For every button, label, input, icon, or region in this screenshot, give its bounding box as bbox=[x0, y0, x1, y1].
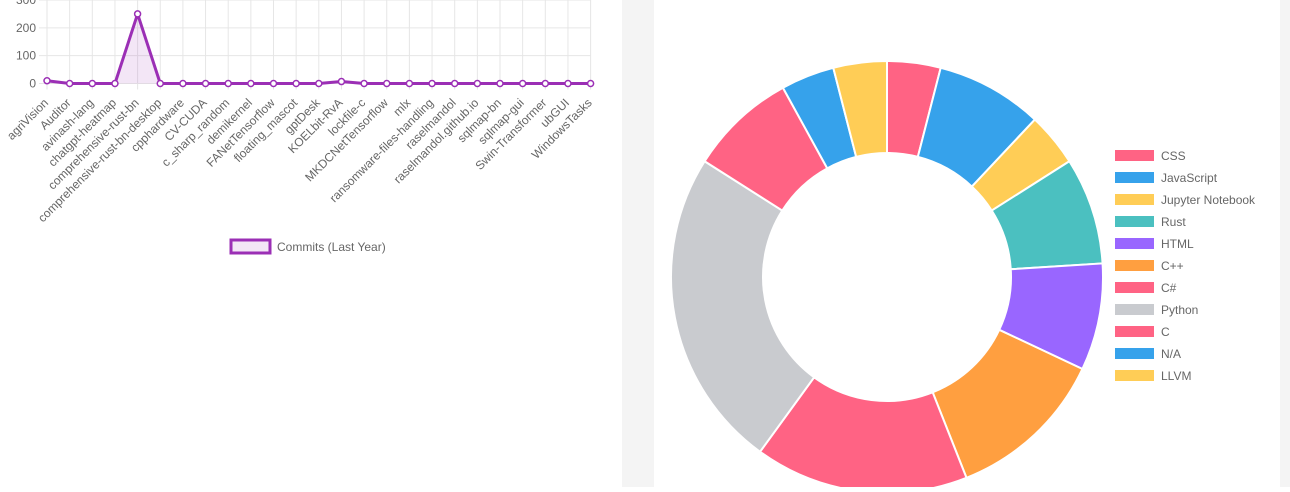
data-point[interactable] bbox=[88, 79, 97, 88]
legend-label[interactable]: HTML bbox=[1161, 237, 1194, 251]
slice-python[interactable] bbox=[670, 159, 816, 454]
legend-item[interactable]: CSS bbox=[1115, 149, 1186, 163]
data-point[interactable] bbox=[292, 79, 300, 88]
legend-label[interactable]: N/A bbox=[1161, 347, 1181, 361]
legend-item[interactable]: C# bbox=[1115, 281, 1177, 295]
data-point[interactable] bbox=[269, 79, 278, 88]
data-point[interactable] bbox=[496, 79, 504, 88]
data-point[interactable] bbox=[428, 79, 436, 88]
legend-item[interactable]: Python bbox=[1115, 303, 1198, 317]
legend-label[interactable]: C++ bbox=[1161, 259, 1184, 273]
legend-item[interactable]: Jupyter Notebook bbox=[1115, 193, 1256, 207]
y-tick-label: 100 bbox=[16, 49, 36, 63]
legend-label[interactable]: C# bbox=[1161, 281, 1177, 295]
data-point[interactable] bbox=[383, 79, 391, 88]
line-chart-panel: 0 100 200 300 agriVision Auditor avinash-lang c… bbox=[0, 0, 622, 487]
legend-swatch[interactable] bbox=[1115, 326, 1154, 337]
legend-swatch[interactable] bbox=[1115, 172, 1154, 183]
slice-llvm[interactable] bbox=[832, 59, 888, 159]
data-point[interactable] bbox=[360, 79, 368, 88]
data-point[interactable] bbox=[564, 79, 572, 88]
data-point[interactable] bbox=[473, 79, 482, 88]
data-point[interactable] bbox=[224, 79, 232, 88]
legend-swatch[interactable] bbox=[1115, 216, 1154, 227]
y-tick-label: 0 bbox=[29, 77, 36, 91]
legend-item[interactable]: HTML bbox=[1115, 237, 1194, 251]
y-tick-label: 200 bbox=[16, 21, 36, 35]
legend-label[interactable]: JavaScript bbox=[1161, 171, 1218, 185]
doughnut-chart-panel: CSS JavaScript Jupyter Notebook Rust HTML C++… bbox=[654, 0, 1280, 492]
data-point[interactable] bbox=[43, 76, 51, 85]
data-point[interactable] bbox=[337, 77, 346, 86]
legend-label[interactable]: LLVM bbox=[1161, 369, 1191, 383]
data-point[interactable] bbox=[405, 79, 414, 88]
languages-doughnut-chart: CSS JavaScript Jupyter Notebook Rust HTML C++… bbox=[670, 59, 1256, 492]
legend-swatch[interactable] bbox=[1115, 348, 1154, 359]
data-point[interactable] bbox=[156, 79, 164, 88]
legend-item[interactable]: C bbox=[1115, 325, 1170, 339]
legend-swatch[interactable] bbox=[1115, 260, 1154, 271]
doughnut-legend: CSS JavaScript Jupyter Notebook Rust HTML C++… bbox=[1115, 149, 1256, 383]
data-point[interactable] bbox=[541, 79, 550, 88]
legend-label[interactable]: C bbox=[1161, 325, 1170, 339]
commits-line-chart: 0100200300agriVisionAuditoravinash-langc… bbox=[4, 0, 595, 255]
legend-item[interactable]: JavaScript bbox=[1115, 171, 1218, 185]
data-point[interactable] bbox=[201, 79, 210, 88]
y-tick-label: 300 bbox=[16, 0, 36, 7]
legend-label[interactable]: CSS bbox=[1161, 149, 1186, 163]
legend-swatch[interactable] bbox=[1115, 304, 1154, 315]
data-point[interactable] bbox=[111, 79, 119, 88]
legend-item[interactable]: N/A bbox=[1115, 347, 1181, 361]
data-point[interactable] bbox=[65, 79, 74, 88]
data-point[interactable] bbox=[133, 10, 142, 18]
legend-swatch[interactable] bbox=[1115, 370, 1154, 381]
data-point[interactable] bbox=[247, 79, 255, 88]
data-point[interactable] bbox=[586, 79, 595, 88]
legend-item[interactable]: LLVM bbox=[1115, 369, 1191, 383]
legend-label[interactable]: Rust bbox=[1161, 215, 1186, 229]
legend-label-commits[interactable]: Commits (Last Year) bbox=[277, 240, 386, 254]
right-edge bbox=[1280, 0, 1290, 487]
legend-swatch-commits[interactable] bbox=[229, 238, 272, 255]
data-point[interactable] bbox=[450, 79, 459, 88]
line-legend[interactable]: Commits (Last Year) bbox=[229, 238, 386, 255]
data-point[interactable] bbox=[315, 79, 323, 88]
data-point[interactable] bbox=[518, 79, 527, 88]
legend-swatch[interactable] bbox=[1115, 150, 1154, 161]
legend-label[interactable]: Jupyter Notebook bbox=[1161, 193, 1256, 207]
legend-swatch[interactable] bbox=[1115, 282, 1154, 293]
grid bbox=[39, 0, 592, 90]
panel-gutter bbox=[622, 0, 654, 487]
legend-swatch[interactable] bbox=[1115, 238, 1154, 249]
legend-label[interactable]: Python bbox=[1161, 303, 1198, 317]
legend-item[interactable]: Rust bbox=[1115, 215, 1186, 229]
legend-swatch[interactable] bbox=[1115, 194, 1154, 205]
data-point[interactable] bbox=[179, 79, 187, 88]
legend-item[interactable]: C++ bbox=[1115, 259, 1184, 273]
